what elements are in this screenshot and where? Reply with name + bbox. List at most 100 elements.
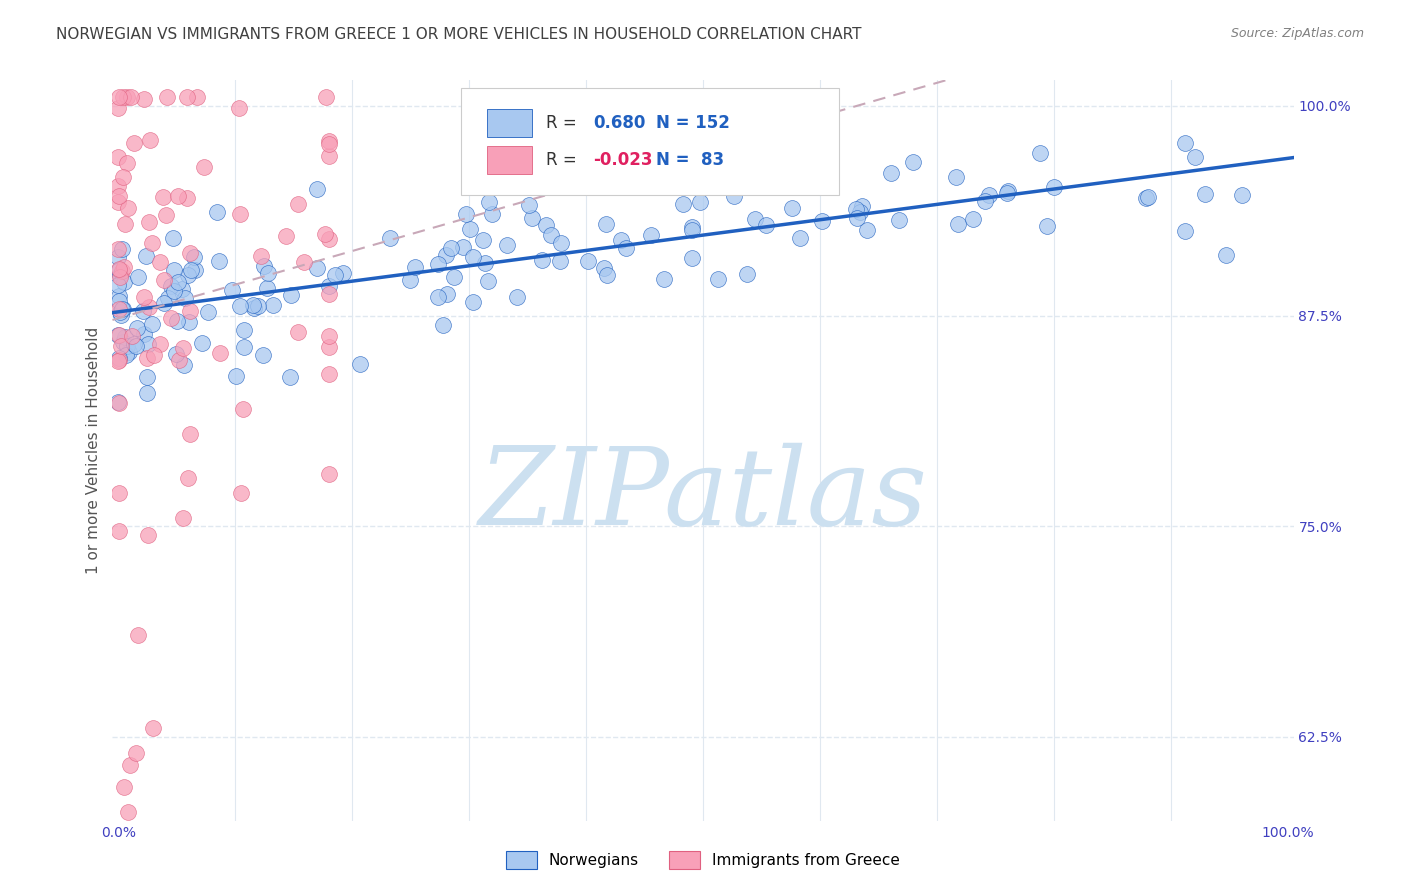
- Point: [443, 270, 465, 285]
- Point: [610, 234, 633, 248]
- Point: [115, 348, 138, 362]
- Point: [592, 260, 614, 275]
- Point: [945, 170, 967, 185]
- Text: Source: ZipAtlas.com: Source: ZipAtlas.com: [1230, 27, 1364, 40]
- Point: [229, 486, 252, 500]
- Point: [1230, 188, 1253, 202]
- Point: [550, 236, 572, 251]
- Point: [506, 290, 529, 304]
- Point: [177, 314, 200, 328]
- Point: [124, 136, 146, 150]
- Point: [451, 240, 474, 254]
- Point: [132, 92, 155, 106]
- Point: [172, 510, 194, 524]
- Point: [440, 241, 463, 255]
- Point: [111, 334, 134, 349]
- Point: [496, 238, 519, 252]
- Point: [1194, 187, 1216, 202]
- Point: [274, 228, 297, 243]
- Point: [159, 310, 181, 325]
- Point: [845, 211, 868, 226]
- Point: [305, 182, 328, 196]
- Point: [184, 262, 207, 277]
- Point: [225, 368, 247, 383]
- Point: [851, 198, 873, 212]
- Point: [576, 254, 599, 268]
- Point: [318, 278, 340, 293]
- Point: [107, 101, 129, 115]
- FancyBboxPatch shape: [461, 87, 839, 195]
- Text: 0.680: 0.680: [593, 114, 645, 132]
- Point: [723, 189, 745, 203]
- Point: [167, 189, 190, 203]
- Point: [849, 205, 872, 219]
- Point: [162, 231, 184, 245]
- Point: [378, 231, 401, 245]
- Point: [118, 345, 141, 359]
- Point: [111, 90, 134, 104]
- Point: [889, 213, 911, 227]
- Point: [139, 133, 162, 147]
- Text: -0.023: -0.023: [593, 152, 652, 169]
- Point: [166, 314, 188, 328]
- Point: [755, 219, 778, 233]
- Point: [427, 290, 450, 304]
- Point: [114, 330, 136, 344]
- Point: [977, 187, 1000, 202]
- Point: [1028, 146, 1050, 161]
- Point: [672, 197, 695, 211]
- Point: [107, 150, 129, 164]
- Point: [117, 339, 139, 353]
- Point: [1135, 191, 1157, 205]
- Point: [112, 301, 135, 316]
- Point: [246, 299, 269, 313]
- Point: [167, 275, 190, 289]
- Point: [152, 190, 174, 204]
- Point: [652, 272, 675, 286]
- Point: [209, 346, 232, 360]
- Text: R =: R =: [546, 152, 582, 169]
- Point: [232, 402, 254, 417]
- Point: [1184, 150, 1206, 164]
- Point: [173, 358, 195, 372]
- Point: [112, 169, 135, 184]
- Point: [108, 90, 131, 104]
- Text: N =  83: N = 83: [655, 152, 724, 169]
- Point: [323, 268, 346, 283]
- Point: [1136, 190, 1159, 204]
- Point: [176, 268, 198, 283]
- Point: [155, 208, 177, 222]
- Point: [540, 228, 562, 243]
- Point: [165, 346, 187, 360]
- Point: [138, 300, 160, 314]
- Point: [107, 242, 129, 256]
- Point: [995, 186, 1018, 200]
- Point: [107, 486, 129, 500]
- Point: [177, 471, 200, 485]
- Point: [107, 178, 129, 193]
- Point: [107, 395, 129, 409]
- Point: [614, 241, 637, 255]
- Point: [595, 268, 617, 282]
- Point: [205, 204, 228, 219]
- Point: [208, 254, 231, 268]
- Point: [242, 298, 264, 312]
- Point: [107, 194, 129, 209]
- Point: [136, 386, 159, 401]
- Point: [136, 351, 159, 365]
- Point: [136, 527, 159, 541]
- Point: [318, 149, 340, 163]
- Point: [107, 189, 129, 203]
- Point: [163, 285, 186, 299]
- Point: [294, 255, 316, 269]
- Point: [173, 291, 195, 305]
- Point: [253, 260, 276, 274]
- Point: [461, 295, 484, 310]
- Point: [640, 228, 662, 243]
- Point: [121, 328, 143, 343]
- Point: [318, 136, 340, 151]
- Point: [127, 270, 149, 285]
- Point: [314, 227, 336, 241]
- Point: [458, 222, 481, 236]
- Point: [811, 213, 834, 227]
